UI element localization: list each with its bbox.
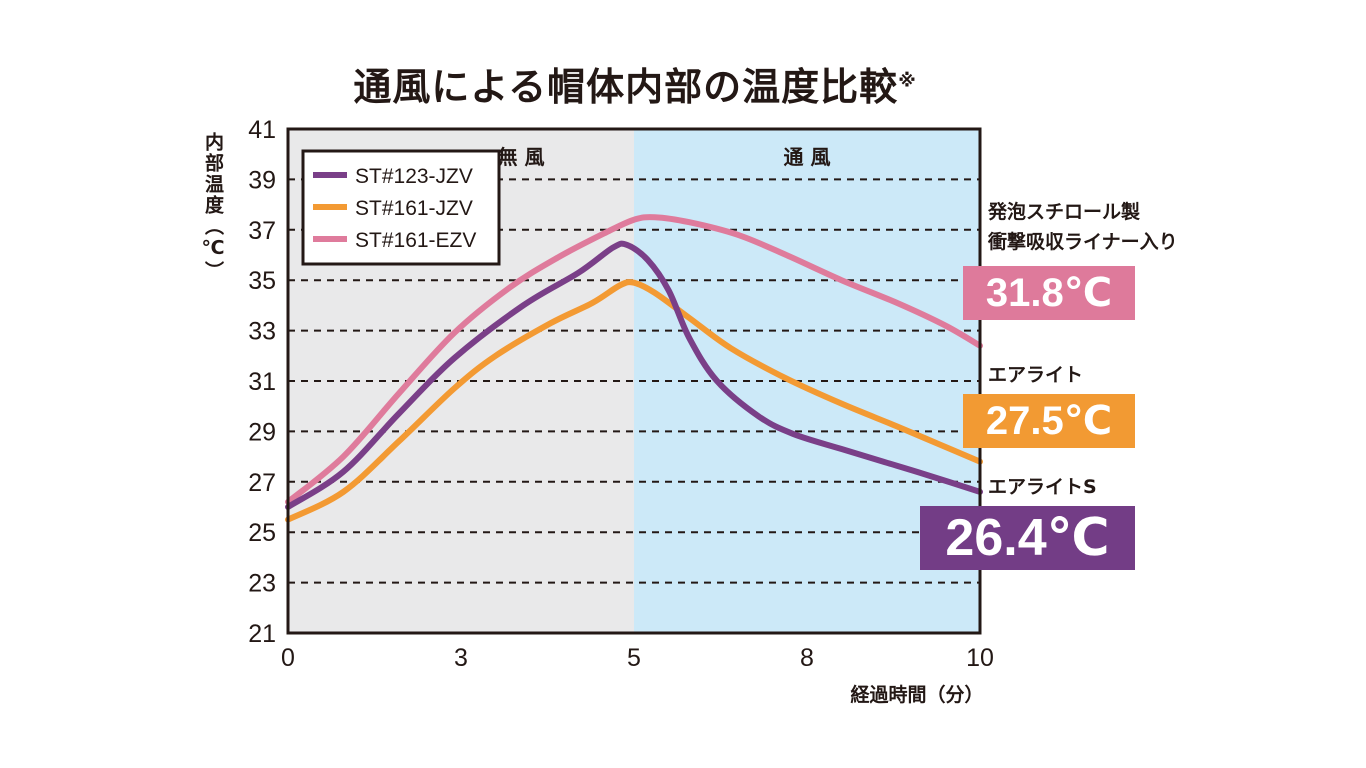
annotation-label-ezv: 発泡スチロール製 衝撃吸収ライナー入り (988, 197, 1248, 257)
chart-title-text: 通風による帽体内部の温度比較 (353, 65, 899, 109)
y-tick-label: 27 (248, 469, 276, 497)
plot-frame (286, 127, 982, 635)
y-axis-label: 内部温度（℃） (202, 132, 224, 282)
annotation-label-jzv-123: エアライトS (988, 472, 1248, 502)
y-tick-label: 35 (248, 267, 276, 295)
x-tick-label: 3 (454, 644, 468, 672)
y-tick-label: 23 (248, 570, 276, 598)
annotation-label-jzv-161: エアライト (988, 360, 1248, 390)
x-tick-label: 8 (800, 644, 814, 672)
chart-title-note: ※ (898, 70, 917, 92)
annotation-label-ezv-line2: 衝撃吸収ライナー入り (988, 231, 1178, 253)
y-tick-label: 29 (248, 418, 276, 446)
y-tick-label: 39 (248, 166, 276, 194)
x-tick-label: 0 (281, 644, 295, 672)
series-line-st-161-jzv (285, 279, 983, 523)
series-line-st-123-jzv (285, 240, 983, 510)
annotation-label-jzv-161-line1: エアライト (988, 364, 1084, 386)
x-tick-label: 5 (627, 644, 641, 672)
series-line-st-161-ezv (285, 214, 983, 505)
x-tick-label: 10 (966, 644, 994, 672)
annotation-label-jzv-123-line1: エアライトS (988, 476, 1097, 498)
x-axis-label: 経過時間（分） (850, 684, 984, 706)
legend-label-st-161-ezv: ST#161-EZV (355, 229, 476, 252)
y-tick-label: 31 (248, 368, 276, 396)
y-tick-label: 37 (248, 217, 276, 245)
annotation-label-ezv-line1: 発泡スチロール製 (988, 201, 1141, 223)
y-tick-label: 33 (248, 318, 276, 346)
annotation-value-ezv: 31.8℃ (963, 266, 1135, 320)
legend-label-st-161-jzv: ST#161-JZV (355, 197, 473, 220)
annotation-value-jzv-161: 27.5℃ (963, 394, 1135, 448)
legend-label-st-123-jzv: ST#123-JZV (355, 165, 473, 188)
region-label-0: 無 風 (498, 145, 545, 169)
chart-title: 通風による帽体内部の温度比較※ (0, 56, 1270, 111)
y-tick-label: 21 (248, 620, 276, 648)
region-label-1: 通 風 (784, 145, 831, 169)
y-tick-label: 25 (248, 519, 276, 547)
y-tick-label: 41 (248, 116, 276, 144)
annotation-value-jzv-123: 26.4℃ (920, 506, 1135, 570)
